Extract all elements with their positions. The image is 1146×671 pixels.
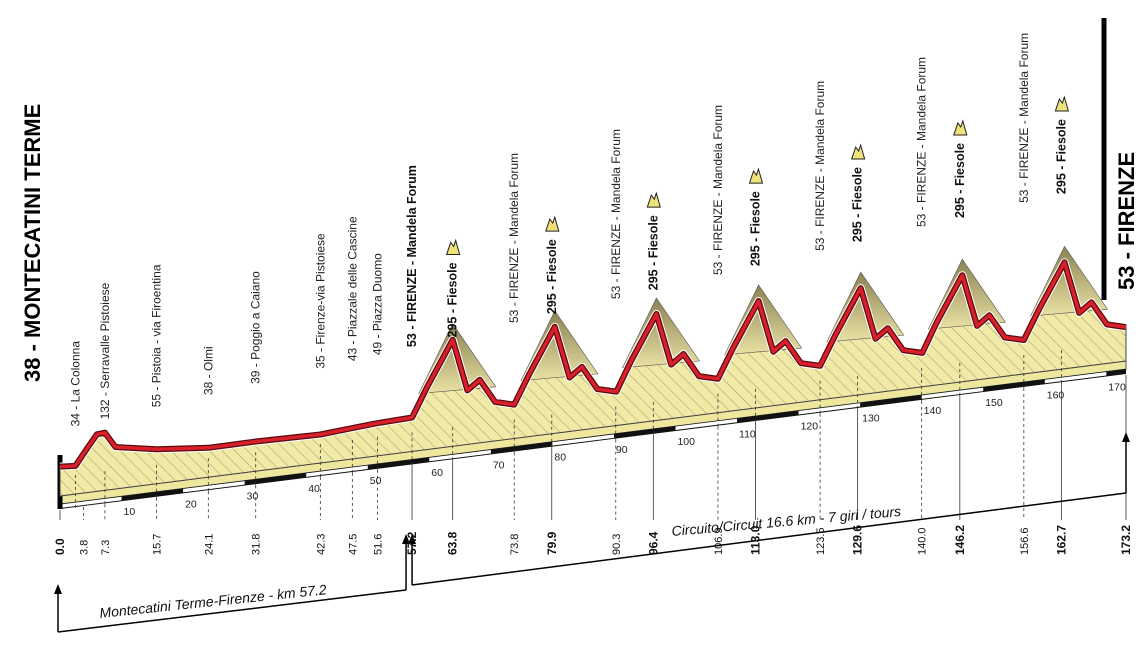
km-label: 96.4 bbox=[646, 531, 660, 555]
segment-second-label: Circuito/Circuit 16.6 km - 7 giri / tour… bbox=[671, 503, 902, 539]
bracket-arrow bbox=[1122, 432, 1130, 442]
axis-tick-label: 50 bbox=[370, 475, 382, 487]
place-label: 38 - Olmi bbox=[201, 346, 215, 395]
axis-tick-label: 30 bbox=[247, 491, 259, 503]
climb-icon bbox=[1054, 95, 1070, 112]
km-label: 79.9 bbox=[545, 531, 559, 555]
climb-icon bbox=[545, 215, 560, 232]
bracket-first-line bbox=[57, 589, 407, 633]
km-label: 123.5 bbox=[815, 527, 827, 555]
place-label: 39 - Poggio a Caiano bbox=[249, 271, 263, 384]
km-label: 47.5 bbox=[347, 534, 359, 555]
road-km-mark bbox=[798, 403, 861, 415]
km-label: 0.0 bbox=[53, 538, 67, 555]
place-label: 55 - Pistoia - via Firoentina bbox=[150, 264, 164, 407]
road-km-mark bbox=[675, 418, 738, 431]
place-label: 43 - Piazzale delle Cascine bbox=[345, 216, 359, 361]
climb-icon bbox=[646, 191, 661, 208]
axis-tick-label: 20 bbox=[185, 498, 197, 510]
climb-icon bbox=[748, 167, 764, 184]
axis-tick-label: 90 bbox=[616, 444, 628, 456]
road-km-mark bbox=[921, 387, 984, 399]
place-label: 34 - La Colonna bbox=[68, 341, 82, 427]
climb-icon bbox=[953, 119, 968, 136]
km-label: 129.6 bbox=[851, 525, 865, 555]
place-label: 295 - Fiesole bbox=[446, 262, 460, 337]
road-km-mark bbox=[429, 449, 491, 462]
km-label: 73.8 bbox=[509, 534, 521, 555]
km-label: 146.2 bbox=[953, 525, 967, 555]
place-label: 53 - FIRENZE - Mandela Forum bbox=[711, 105, 725, 275]
road-km-mark bbox=[1044, 371, 1107, 384]
km-label: 51.6 bbox=[373, 534, 385, 555]
km-label: 90.3 bbox=[611, 534, 623, 555]
axis-tick-label: 130 bbox=[862, 413, 880, 425]
km-label: 24.1 bbox=[203, 534, 215, 555]
km-label: 173.2 bbox=[1119, 525, 1133, 555]
place-label: 53 - FIRENZE - Mandela Forum bbox=[915, 57, 929, 227]
bracket-second-line bbox=[411, 492, 1127, 586]
place-label: 53 - FIRENZE - Mandela Forum bbox=[507, 153, 521, 323]
axis-tick-label: 150 bbox=[985, 397, 1003, 409]
place-label: 53 - FIRENZE - Mandela Forum bbox=[1017, 33, 1031, 203]
place-label: 49 - Piazza Duomo bbox=[371, 253, 385, 355]
place-label: 295 - Fiesole bbox=[1054, 119, 1068, 194]
place-label: 35 - Firenze-via Pistoiese bbox=[313, 233, 327, 369]
km-label: 15.7 bbox=[152, 534, 164, 555]
start-title: 38 - MONTECATINI TERME bbox=[20, 104, 45, 382]
bracket-arrow bbox=[402, 534, 411, 544]
axis-tick-label: 10 bbox=[124, 506, 136, 518]
axis-tick-label: 120 bbox=[801, 420, 819, 432]
axis-tick-label: 80 bbox=[554, 452, 566, 464]
climb-icon bbox=[445, 238, 461, 255]
km-label: 3.8 bbox=[78, 540, 90, 555]
km-label: 63.8 bbox=[446, 531, 460, 555]
place-label: 53 - FIRENZE - Mandela Forum bbox=[405, 165, 419, 347]
km-label: 156.6 bbox=[1019, 527, 1031, 555]
km-label: 7.3 bbox=[100, 540, 112, 555]
axis-tick-label: 70 bbox=[493, 459, 505, 471]
place-label: 53 - FIRENZE - Mandela Forum bbox=[609, 129, 623, 299]
place-label: 53 - FIRENZE - Mandela Forum bbox=[813, 81, 827, 251]
km-label: 106.9 bbox=[713, 527, 725, 555]
climb-icon bbox=[850, 143, 866, 160]
segment-first-label: Montecatini Terme-Firenze - km 57.2 bbox=[99, 581, 328, 621]
axis-tick-label: 140 bbox=[924, 405, 942, 417]
place-label: 132 - Serravalle Pistoiese bbox=[98, 282, 112, 419]
profile-line bbox=[59, 260, 1127, 469]
axis-tick-label: 40 bbox=[308, 483, 320, 495]
place-label: 295 - Fiesole bbox=[851, 167, 865, 242]
km-label: 31.8 bbox=[251, 534, 263, 555]
place-label: 295 - Fiesole bbox=[545, 239, 559, 314]
axis-tick-label: 170 bbox=[1108, 381, 1126, 393]
bracket-arrow bbox=[54, 584, 62, 594]
place-label: 295 - Fiesole bbox=[953, 143, 967, 218]
road-km-mark bbox=[552, 434, 614, 446]
axis-tick-label: 100 bbox=[677, 436, 695, 448]
place-label: 295 - Fiesole bbox=[646, 215, 660, 290]
axis-tick-label: 110 bbox=[739, 428, 756, 440]
km-label: 140.0 bbox=[917, 527, 929, 555]
km-label: 113.0 bbox=[748, 525, 762, 555]
axis-tick-label: 60 bbox=[431, 467, 443, 479]
finish-title: 53 - FIRENZE bbox=[1114, 152, 1139, 290]
bracket-arrow bbox=[408, 534, 417, 544]
km-label: 42.3 bbox=[315, 534, 327, 555]
km-label: 162.7 bbox=[1054, 525, 1068, 555]
road-km-mark bbox=[306, 465, 368, 477]
km-label: 57.2 bbox=[405, 531, 419, 555]
axis-tick-label: 160 bbox=[1047, 389, 1065, 401]
road-km-mark bbox=[183, 481, 245, 493]
place-label: 295 - Fiesole bbox=[748, 191, 762, 266]
